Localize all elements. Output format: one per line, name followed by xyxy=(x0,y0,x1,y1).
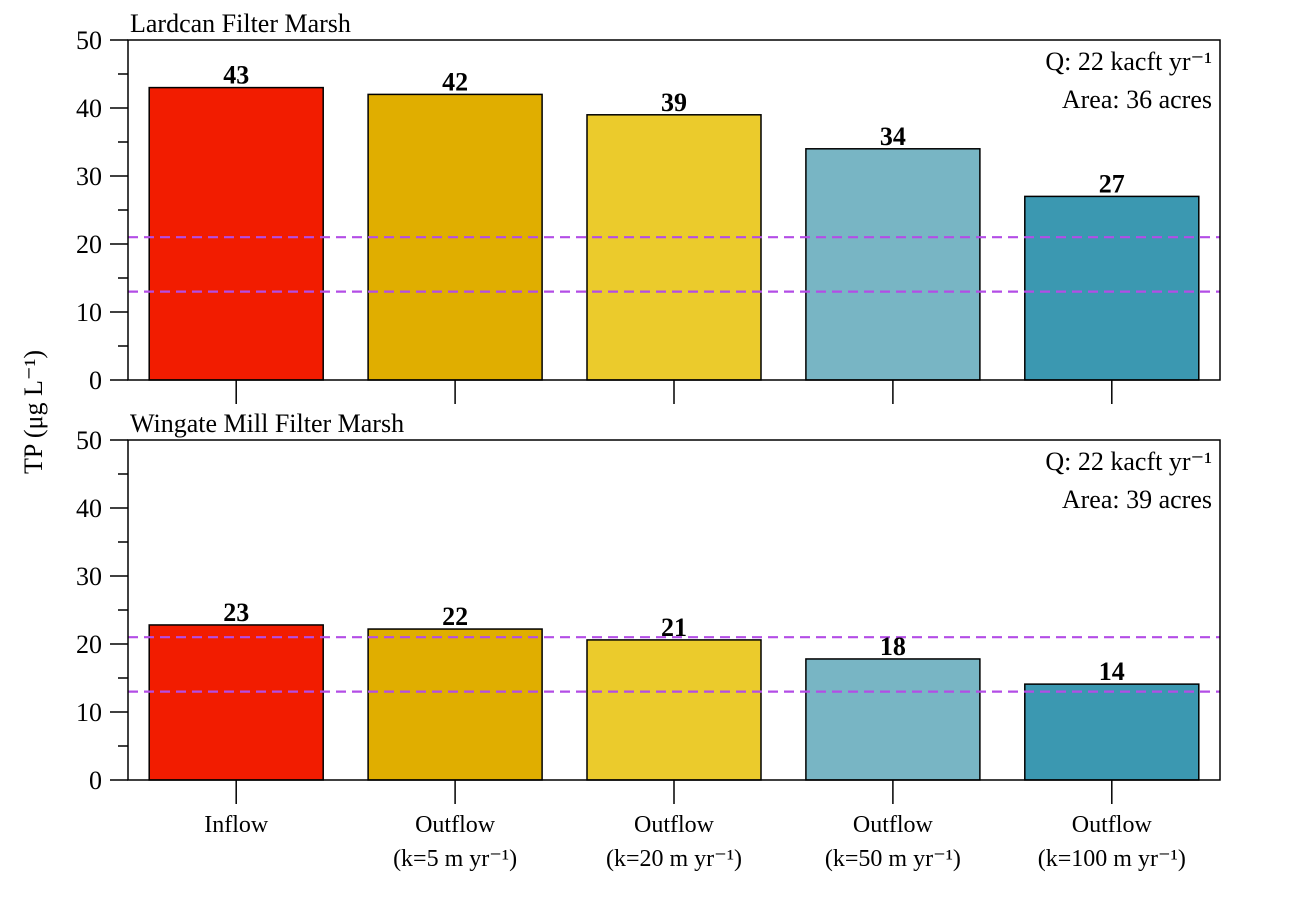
bar xyxy=(148,86,324,381)
y-axis-label: TP (μg L⁻¹) xyxy=(19,350,48,474)
bar-value-label: 18 xyxy=(880,632,906,661)
panel-1: 0 10 20 30 40 50 43 42 39 34 27 Lardcan Filter Mars… xyxy=(76,9,1221,404)
panel-annotation: Area: 39 acres xyxy=(1062,485,1212,514)
bar-value-label: 22 xyxy=(442,602,468,631)
bar-value-label: 39 xyxy=(661,88,687,117)
bar xyxy=(586,639,762,781)
bar xyxy=(805,658,981,781)
x-tick-label: Inflow xyxy=(204,812,269,838)
bar-value-label: 34 xyxy=(880,122,906,151)
bar-value-label: 14 xyxy=(1099,657,1125,686)
y-tick-label: 0 xyxy=(89,766,102,795)
x-tick-label: (k=20 m yr⁻¹) xyxy=(606,846,742,872)
x-tick-label: Outflow xyxy=(415,812,496,838)
y-tick-label: 40 xyxy=(76,94,102,123)
y-tick-label: 10 xyxy=(76,298,102,327)
y-tick-label: 30 xyxy=(76,162,102,191)
y-tick-label: 50 xyxy=(76,426,102,455)
bar-value-label: 27 xyxy=(1099,169,1125,198)
bar-value-label: 42 xyxy=(442,67,468,96)
panel-annotation: Area: 36 acres xyxy=(1062,85,1212,114)
bar xyxy=(1024,195,1200,381)
x-tick-label: Outflow xyxy=(853,812,934,838)
panel-title: Wingate Mill Filter Marsh xyxy=(130,409,404,438)
x-tick-label: Outflow xyxy=(634,812,715,838)
panel-title: Lardcan Filter Marsh xyxy=(130,9,351,38)
y-tick-label: 20 xyxy=(76,230,102,259)
bar xyxy=(586,114,762,381)
bar-value-label: 21 xyxy=(661,613,687,642)
y-tick-label: 30 xyxy=(76,562,102,591)
bar xyxy=(148,624,324,781)
panel-2: 0 10 20 30 40 50 23 22 21 18 14 Wingate Mill Filter… xyxy=(76,409,1221,872)
bar xyxy=(367,628,543,781)
x-tick-label: Outflow xyxy=(1072,812,1153,838)
x-tick-label: (k=100 m yr⁻¹) xyxy=(1038,846,1186,872)
y-tick-label: 40 xyxy=(76,494,102,523)
x-tick-label: (k=5 m yr⁻¹) xyxy=(393,846,517,872)
x-tick-label: (k=50 m yr⁻¹) xyxy=(825,846,961,872)
bar-value-label: 43 xyxy=(223,61,249,90)
panel-annotation: Q: 22 kacft yr⁻¹ xyxy=(1045,47,1212,76)
bar-value-label: 23 xyxy=(223,598,249,627)
bar xyxy=(805,148,981,381)
y-tick-label: 0 xyxy=(89,366,102,395)
y-tick-label: 20 xyxy=(76,630,102,659)
y-tick-label: 50 xyxy=(76,26,102,55)
y-tick-label: 10 xyxy=(76,698,102,727)
panel-annotation: Q: 22 kacft yr⁻¹ xyxy=(1045,447,1212,476)
bar xyxy=(1024,683,1200,781)
